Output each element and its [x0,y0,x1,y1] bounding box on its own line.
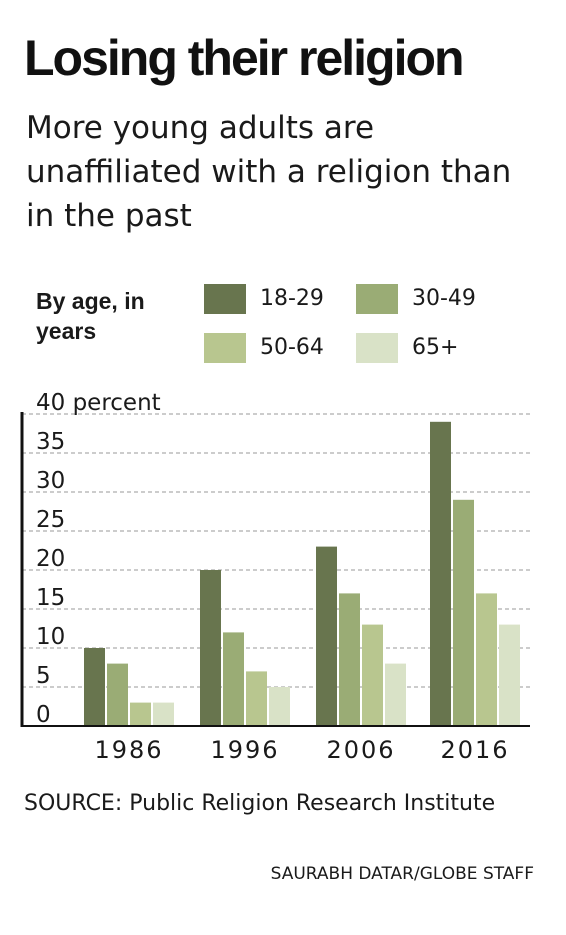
bar-1986-30-49 [107,663,128,726]
bar-1986-18-29 [84,648,105,726]
bar-2016-30-49 [453,499,474,726]
staff-credit: SAURABH DATAR/GLOBE STAFF [270,864,534,884]
legend-label-50-64: 50-64 [260,335,324,360]
legend-title: By age, in years [36,288,145,344]
bar-1986-50-64 [130,702,151,726]
x-tick-label-1986: 1986 [94,736,163,764]
bar-2006-18-29 [316,546,337,726]
y-tick-label-0: 0 [36,702,51,728]
y-tick-label-35: 35 [36,429,65,455]
y-axis-top-label: 40 percent [36,390,161,416]
bar-2006-30-49 [339,593,360,726]
y-tick-label-5: 5 [36,663,51,689]
legend-swatch-18-29 [204,284,246,314]
legend-label-65-plus: 65+ [412,335,459,360]
legend-label-18-29: 18-29 [260,286,324,311]
legend-label-30-49: 30-49 [412,286,476,311]
y-tick-label-15: 15 [36,585,65,611]
legend-swatch-65-plus [356,333,398,363]
bar-2016-18-29 [430,421,451,726]
legend-swatch-50-64 [204,333,246,363]
y-tick-label-30: 30 [36,468,65,494]
bar-1996-18-29 [200,570,221,726]
bar-1996-50-64 [246,671,267,726]
chart-subtitle: More young adults are unaffiliated with … [26,110,512,234]
x-tick-label-2006: 2006 [326,736,395,764]
legend-swatch-30-49 [356,284,398,314]
y-tick-label-20: 20 [36,546,65,572]
bar-1996-30-49 [223,632,244,726]
bar-2006-50-64 [362,624,383,726]
bar-chart: 0 5 10 15 20 25 30 35 40 percent 1986 1996 2006 2016 [20,390,530,764]
bar-2016-65-plus [499,624,520,726]
y-tick-label-10: 10 [36,624,65,650]
chart-title: Losing their religion [24,30,465,86]
bar-1986-65-plus [153,702,174,726]
x-tick-label-1996: 1996 [210,736,279,764]
x-tick-label-2016: 2016 [440,736,509,764]
y-tick-label-25: 25 [36,507,65,533]
bar-1996-65-plus [269,687,290,726]
bar-2016-50-64 [476,593,497,726]
bar-2006-65-plus [385,663,406,726]
source-note: SOURCE: Public Religion Research Institu… [24,791,496,816]
